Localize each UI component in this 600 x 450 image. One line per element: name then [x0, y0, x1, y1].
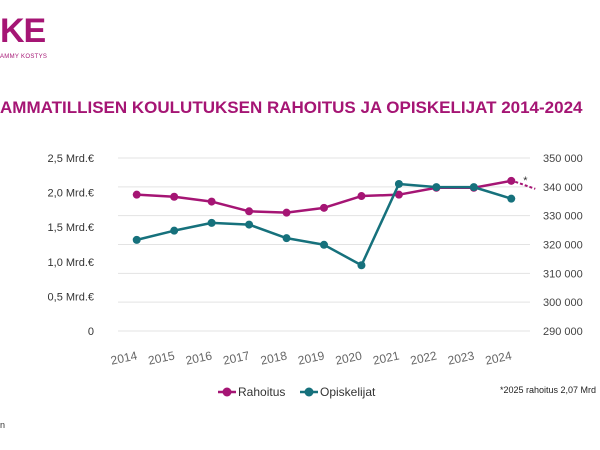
- y-left-tick-label: 1,0 Mrd.€: [48, 257, 94, 269]
- y-right-tick-label: 350 000: [543, 153, 583, 165]
- data-point-rahoitus: [245, 207, 254, 216]
- legend-swatch-marker: [304, 387, 314, 397]
- series-line-opiskelijat: [136, 182, 512, 267]
- chart-title: AMMATILLISEN KOULUTUKSEN RAHOITUS JA OPI…: [0, 98, 583, 117]
- x-tick-label: 2015: [147, 348, 176, 367]
- x-tick-label: 2023: [446, 348, 475, 367]
- data-point-opiskelijat: [357, 261, 366, 270]
- data-point-opiskelijat: [170, 226, 179, 235]
- data-point-opiskelijat: [394, 179, 403, 188]
- data-point-rahoitus: [357, 192, 366, 201]
- data-point-rahoitus: [282, 208, 291, 217]
- y-left-tick-label: 2,0 Mrd.€: [48, 188, 94, 200]
- legend-label: Rahoitus: [238, 385, 285, 399]
- x-tick-label: 2022: [409, 348, 438, 367]
- data-point-opiskelijat: [207, 218, 216, 227]
- y-left-tick-label: 0,5 Mrd.€: [48, 291, 94, 303]
- x-tick-label: 2021: [372, 348, 401, 367]
- data-point-opiskelijat: [432, 183, 441, 192]
- x-tick-label: 2020: [334, 348, 363, 367]
- data-point-opiskelijat: [245, 220, 254, 229]
- projection-line: [514, 180, 536, 190]
- y-right-tick-label: 290 000: [543, 326, 583, 338]
- data-point-rahoitus: [394, 190, 403, 199]
- data-point-opiskelijat: [320, 240, 328, 249]
- y-right-tick-label: 330 000: [543, 211, 583, 223]
- legend-label: Opiskelijat: [320, 385, 376, 399]
- data-point-rahoitus: [207, 197, 216, 206]
- x-tick-label: 2019: [297, 348, 326, 367]
- logo-tagline: AMMY KOSTYS: [0, 54, 48, 60]
- x-tick-label: 2017: [222, 348, 251, 367]
- data-point-opiskelijat: [132, 235, 141, 244]
- y-right-tick-label: 340 000: [543, 182, 583, 194]
- y-right-tick-label: 320 000: [543, 240, 583, 252]
- y-right-tick-label: 310 000: [543, 268, 583, 280]
- data-point-rahoitus: [320, 203, 328, 212]
- data-point-opiskelijat: [282, 234, 291, 243]
- x-tick-label: 2016: [184, 348, 213, 367]
- footnote: *2025 rahoitus 2,07 Mrd: [500, 385, 597, 395]
- y-left-tick-label: 1,5 Mrd.€: [48, 222, 94, 234]
- y-left-tick-label: 0: [88, 326, 94, 338]
- data-point-rahoitus: [132, 190, 141, 199]
- legend-swatch-marker: [222, 387, 232, 397]
- data-point-rahoitus: [170, 192, 179, 201]
- x-tick-label: 2018: [259, 348, 288, 367]
- data-point-rahoitus: [507, 176, 516, 185]
- y-right-tick-label: 300 000: [543, 297, 583, 309]
- source-note: n: [0, 420, 6, 430]
- data-point-opiskelijat: [507, 194, 516, 203]
- logo: KE: [0, 12, 46, 50]
- x-tick-label: 2024: [484, 348, 513, 367]
- x-tick-label: 2014: [109, 348, 138, 367]
- data-point-opiskelijat: [469, 183, 478, 192]
- projection-marker: *: [523, 175, 528, 187]
- y-left-tick-label: 2,5 Mrd.€: [48, 153, 94, 165]
